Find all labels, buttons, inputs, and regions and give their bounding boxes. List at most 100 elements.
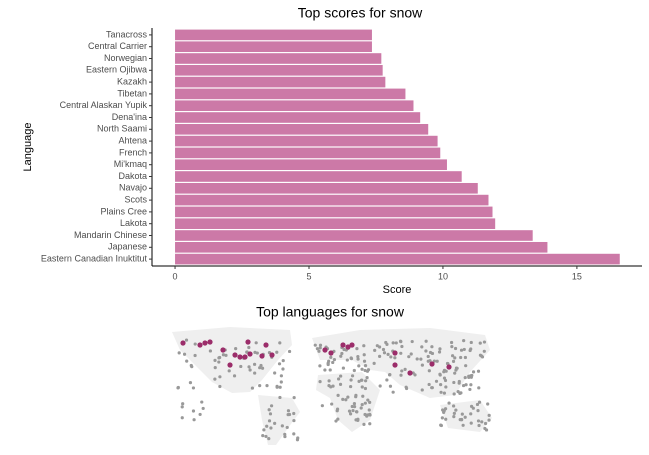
bar	[175, 182, 478, 194]
language-dot	[407, 355, 411, 359]
top-language-dot	[429, 361, 435, 367]
language-dot	[279, 374, 283, 378]
language-dot	[365, 369, 370, 373]
language-dot	[273, 371, 277, 375]
language-dot	[382, 351, 387, 355]
language-dot	[323, 368, 327, 372]
top-language-dot	[237, 354, 243, 360]
y-tick-label: Eastern Canadian Inuktitut	[41, 253, 148, 263]
top-language-dot	[245, 339, 251, 345]
language-dot	[439, 423, 443, 427]
top-language-dot	[220, 347, 226, 353]
language-dot	[262, 428, 266, 432]
language-dot	[398, 339, 403, 343]
language-dot	[352, 368, 356, 373]
language-dot	[278, 395, 282, 400]
language-dot	[356, 354, 360, 359]
language-dot	[286, 413, 290, 417]
bar	[175, 112, 421, 123]
language-dot	[454, 408, 458, 412]
language-dot	[292, 411, 296, 416]
y-tick-label: Lakota	[120, 218, 147, 228]
language-dot	[337, 377, 341, 381]
language-dot	[404, 386, 409, 391]
language-dot	[476, 419, 481, 423]
top-language-dot	[340, 342, 346, 348]
language-dot	[259, 363, 263, 368]
language-dot	[364, 379, 368, 383]
x-tick-label: 15	[572, 271, 582, 281]
language-dot	[399, 373, 403, 377]
language-dot	[464, 383, 468, 387]
language-dot	[357, 364, 361, 368]
language-dot	[320, 404, 324, 408]
language-dot	[391, 341, 395, 345]
language-dot	[363, 412, 367, 417]
language-dot	[338, 382, 343, 386]
language-dot	[480, 420, 484, 424]
language-dot	[342, 347, 346, 352]
language-dot	[420, 345, 424, 349]
y-tick-label: Norwegian	[104, 53, 147, 63]
language-dot	[292, 418, 296, 423]
language-dot	[399, 351, 403, 355]
language-dot	[461, 383, 466, 388]
language-dot	[437, 350, 442, 354]
language-dot	[469, 404, 474, 408]
language-dot	[424, 339, 428, 343]
language-dot	[478, 341, 482, 345]
language-dot	[394, 341, 398, 345]
language-dot	[367, 408, 371, 412]
bar	[175, 135, 438, 147]
language-dot	[292, 396, 296, 400]
y-tick-label: Navajo	[119, 183, 147, 193]
language-dot	[368, 422, 372, 426]
language-dot	[268, 412, 273, 416]
language-dot	[339, 354, 343, 358]
language-dot	[356, 418, 360, 422]
language-dot	[328, 368, 332, 372]
language-dot	[457, 381, 461, 385]
language-dot	[352, 402, 357, 406]
language-dot	[483, 421, 488, 426]
language-dot	[354, 393, 358, 397]
top-language-dot	[197, 342, 203, 348]
language-dot	[362, 353, 366, 357]
language-dot	[267, 408, 271, 412]
language-dot	[458, 417, 462, 422]
language-dot	[193, 353, 197, 358]
language-dot	[265, 384, 269, 388]
language-dot	[409, 352, 413, 356]
top-language-dot	[328, 350, 334, 356]
language-dot	[213, 366, 217, 370]
language-dot	[430, 386, 434, 390]
language-dot	[362, 344, 366, 348]
language-dot	[469, 412, 473, 416]
language-dot	[191, 386, 196, 390]
bar	[175, 76, 386, 88]
language-dot	[213, 358, 217, 362]
language-dot	[330, 402, 334, 406]
language-dot	[400, 369, 404, 373]
language-dot	[227, 369, 231, 373]
language-dot	[184, 338, 189, 342]
language-dot	[439, 383, 443, 387]
language-dot	[275, 350, 279, 354]
bar	[175, 29, 372, 41]
language-dot	[285, 425, 289, 430]
y-tick-label: Tanacross	[106, 29, 148, 39]
language-dot	[201, 406, 205, 411]
language-dot	[453, 346, 458, 351]
language-dot	[269, 426, 273, 430]
language-dot	[247, 365, 251, 369]
language-dot	[484, 428, 489, 432]
language-dot	[344, 398, 348, 402]
language-dot	[451, 359, 456, 363]
chart-title: Top scores for snow	[298, 5, 423, 21]
language-dot	[366, 398, 370, 402]
language-dot	[341, 366, 345, 370]
language-dot	[452, 392, 456, 396]
language-dot	[349, 378, 353, 382]
top-language-dot	[392, 350, 398, 356]
language-dot	[315, 347, 320, 351]
